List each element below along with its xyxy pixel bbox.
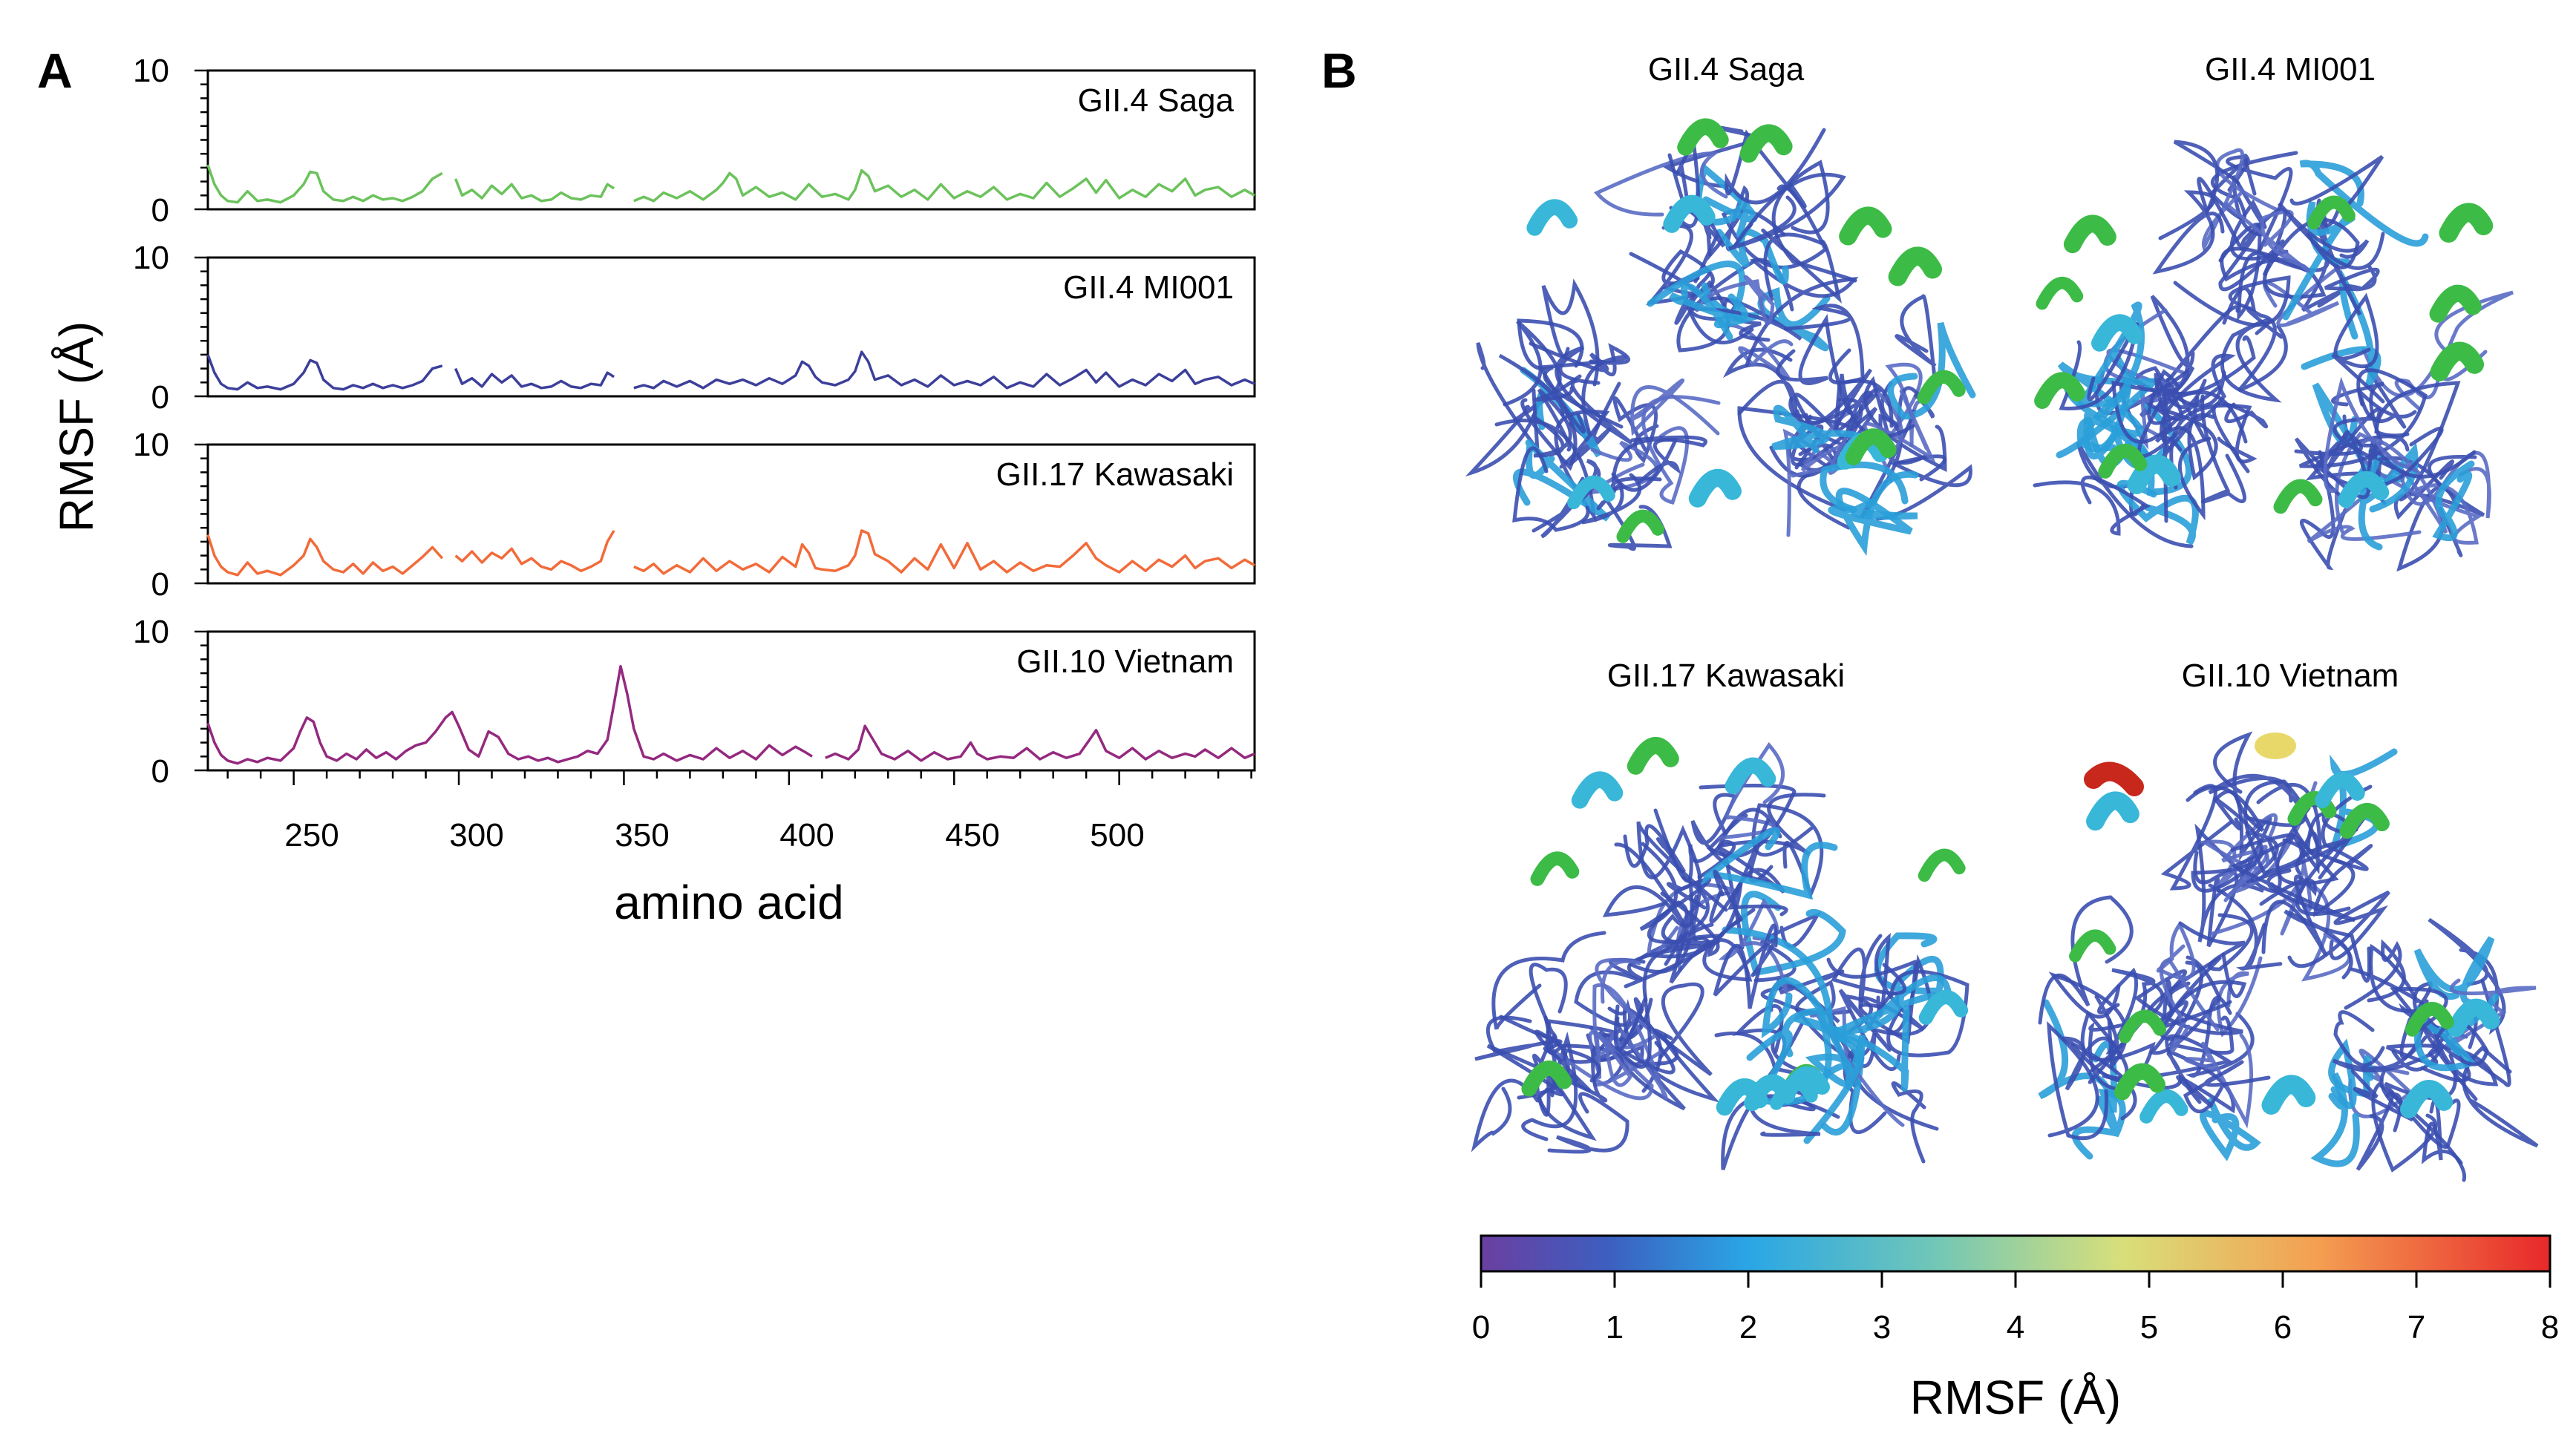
y-tick-label: 0 [151,379,169,416]
series-line-0 [206,164,1255,204]
protein-structure-0 [1465,118,1976,557]
series-line-3 [206,665,1255,765]
axis-ticks [194,69,1252,785]
y-tick-label: 10 [133,240,169,276]
panel-b-letter: B [1321,43,1357,98]
structure-title-kawasaki: GII.17 Kawasaki [1607,658,1845,694]
protein-structure-3 [2038,731,2539,1182]
x-tick-label: 500 [1090,817,1144,853]
series-label-saga: GII.4 Saga [1078,82,1235,119]
series-line-2 [206,529,1255,577]
y-tick-label: 0 [151,753,169,790]
x-tick-label: 450 [945,817,999,853]
x-axis-title: amino acid [614,876,844,929]
colorbar [1480,1234,2552,1273]
y-tick-label: 10 [133,614,169,650]
panel-a-letter: A [37,43,73,98]
series-line-1 [206,350,1255,391]
colorbar-tick-label: 3 [1873,1309,1891,1346]
structure-title-vietnam: GII.10 Vietnam [2182,658,2399,694]
y-tick-label: 0 [151,192,169,229]
colorbar-tick-label: 1 [1606,1309,1624,1346]
structure-title-mi001: GII.4 MI001 [2205,51,2376,88]
x-tick-label: 350 [615,817,669,853]
x-tick-label: 250 [284,817,339,853]
y-tick-label: 10 [133,53,169,89]
protein-structure-2 [1471,737,1969,1170]
colorbar-tick-label: 2 [1739,1309,1757,1346]
protein-structures [1465,118,2539,1182]
x-tick-label: 400 [779,817,834,853]
structure-title-saga: GII.4 Saga [1648,51,1805,88]
y-tick-label: 10 [133,427,169,463]
colorbar-title: RMSF (Å) [1910,1371,2121,1424]
series-label-kawasaki: GII.17 Kawasaki [996,456,1234,493]
y-axis-title: RMSF (Å) [50,321,103,532]
protein-structure-1 [2033,140,2514,572]
y-tick-label: 0 [151,566,169,603]
colorbar-tick-label: 7 [2407,1309,2425,1346]
series-label-mi001: GII.4 MI001 [1063,269,1234,306]
colorbar-tick-label: 6 [2274,1309,2292,1346]
colorbar-ticks [1480,1271,2552,1288]
x-tick-label: 300 [449,817,503,853]
colorbar-tick-label: 0 [1472,1309,1490,1346]
colorbar-tick-label: 8 [2541,1309,2559,1346]
series-lines [206,164,1255,765]
series-label-vietnam: GII.10 Vietnam [1016,643,1234,680]
colorbar-tick-label: 5 [2140,1309,2158,1346]
colorbar-tick-label: 4 [2007,1309,2024,1346]
